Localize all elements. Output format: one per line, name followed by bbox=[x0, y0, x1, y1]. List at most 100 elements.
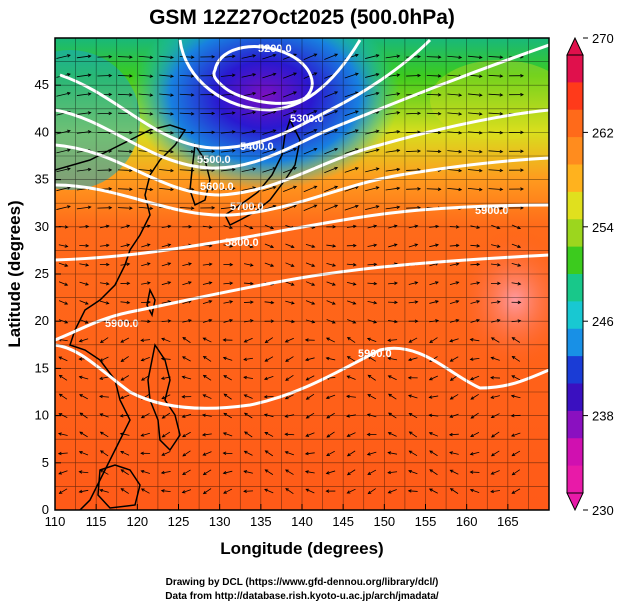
wind-vector bbox=[488, 74, 503, 77]
wind-vector bbox=[223, 432, 233, 437]
wind-vector-head bbox=[285, 358, 289, 362]
wind-vector bbox=[159, 93, 174, 96]
wind-vector bbox=[347, 432, 356, 437]
wind-vector bbox=[408, 243, 418, 248]
wind-vector-head bbox=[79, 394, 83, 398]
wind-vector bbox=[202, 282, 212, 285]
colorbar-segment bbox=[567, 82, 583, 111]
wind-vector bbox=[58, 262, 68, 267]
wind-vector bbox=[56, 187, 71, 192]
wind-vector-head bbox=[332, 282, 336, 286]
wind-vector bbox=[138, 74, 153, 77]
wind-vector bbox=[488, 169, 503, 172]
wind-vector bbox=[120, 451, 130, 456]
wind-vector bbox=[326, 450, 335, 456]
colorbar-top-triangle bbox=[566, 36, 584, 56]
wind-vector bbox=[244, 337, 253, 343]
wind-vector-head bbox=[470, 396, 475, 400]
wind-vector-head bbox=[290, 301, 295, 305]
wind-vector-head bbox=[252, 205, 257, 209]
wind-vector bbox=[511, 243, 521, 248]
wind-vector-head bbox=[149, 55, 154, 60]
y-tick-label: 25 bbox=[35, 266, 49, 281]
wind-vector bbox=[285, 356, 294, 362]
wind-vector-head bbox=[99, 394, 103, 399]
x-tick-label: 165 bbox=[497, 514, 519, 529]
wind-vector bbox=[182, 281, 192, 286]
wind-vector-head bbox=[458, 93, 463, 97]
wind-vector-head bbox=[188, 262, 192, 266]
wind-vector-head bbox=[478, 74, 483, 78]
wind-vector-head bbox=[476, 281, 481, 285]
wind-vector bbox=[367, 282, 377, 285]
wind-vector-head bbox=[325, 337, 330, 341]
wind-vector bbox=[388, 282, 398, 285]
wind-vector bbox=[470, 357, 480, 360]
wind-vector-head bbox=[499, 168, 504, 173]
wind-vector bbox=[347, 488, 356, 494]
wind-vector bbox=[409, 337, 418, 343]
wind-vector-head bbox=[190, 130, 195, 135]
y-tick-label: 40 bbox=[35, 124, 49, 139]
colorbar-label: 262 bbox=[592, 125, 614, 140]
wind-vector bbox=[161, 471, 171, 474]
wind-vector bbox=[243, 376, 253, 379]
mid-region-east bbox=[430, 60, 549, 140]
wind-vector-head bbox=[373, 281, 378, 286]
wind-vector-head bbox=[334, 147, 339, 152]
wind-vector bbox=[243, 490, 253, 492]
wind-vector bbox=[161, 451, 171, 456]
wind-vector bbox=[344, 148, 359, 154]
wind-vector bbox=[326, 470, 336, 474]
wind-vector bbox=[426, 56, 441, 58]
wind-vector-head bbox=[181, 395, 186, 399]
wind-vector-head bbox=[396, 111, 401, 115]
wind-vector bbox=[449, 300, 459, 305]
wind-vector-head bbox=[469, 452, 474, 456]
wind-vector bbox=[512, 356, 521, 362]
wind-vector-head bbox=[85, 263, 90, 267]
wind-vector-head bbox=[84, 301, 89, 305]
wind-vector bbox=[117, 75, 132, 77]
wind-vector-head bbox=[181, 375, 186, 379]
credit-drawing: Drawing by DCL (https://www.gfd-dennou.o… bbox=[166, 577, 439, 588]
x-tick-label: 145 bbox=[332, 514, 354, 529]
wind-vector-head bbox=[429, 469, 434, 473]
wind-vector-head bbox=[388, 393, 392, 398]
wind-vector-head bbox=[394, 300, 398, 305]
wind-vector bbox=[303, 110, 317, 117]
colorbar: 270 262 254 246 238 230 bbox=[566, 31, 614, 518]
wind-vector-head bbox=[222, 471, 227, 475]
wind-vector-head bbox=[78, 470, 83, 474]
wind-vector bbox=[429, 300, 439, 304]
wind-vector-head bbox=[252, 148, 257, 153]
wind-vector bbox=[367, 394, 377, 400]
wind-vector bbox=[426, 150, 441, 152]
wind-vector bbox=[285, 451, 295, 456]
wind-vector-head bbox=[520, 92, 524, 97]
wind-vector bbox=[305, 432, 315, 437]
wind-vector bbox=[285, 433, 295, 436]
wind-vector-head bbox=[64, 225, 69, 229]
wind-vector bbox=[203, 394, 212, 399]
wind-vector-head bbox=[305, 377, 310, 381]
wind-vector bbox=[220, 150, 235, 153]
wind-vector-head bbox=[57, 432, 62, 436]
y-tick-label: 15 bbox=[35, 360, 49, 375]
wind-vector-head bbox=[105, 301, 110, 305]
wind-vector bbox=[367, 301, 377, 304]
wind-vector-head bbox=[490, 489, 494, 494]
wind-vector-head bbox=[334, 91, 339, 95]
wind-vector-head bbox=[208, 225, 213, 229]
wind-vector-head bbox=[490, 337, 495, 341]
wind-vector bbox=[326, 244, 336, 247]
wind-vector bbox=[346, 395, 356, 398]
wind-vector-head bbox=[520, 74, 524, 78]
wind-vector bbox=[58, 470, 68, 475]
wind-vector-head bbox=[243, 470, 248, 474]
wind-vector-head bbox=[417, 73, 422, 78]
wind-vector-head bbox=[284, 396, 289, 400]
wind-vector-head bbox=[313, 53, 318, 57]
wind-vector-head bbox=[517, 282, 522, 286]
